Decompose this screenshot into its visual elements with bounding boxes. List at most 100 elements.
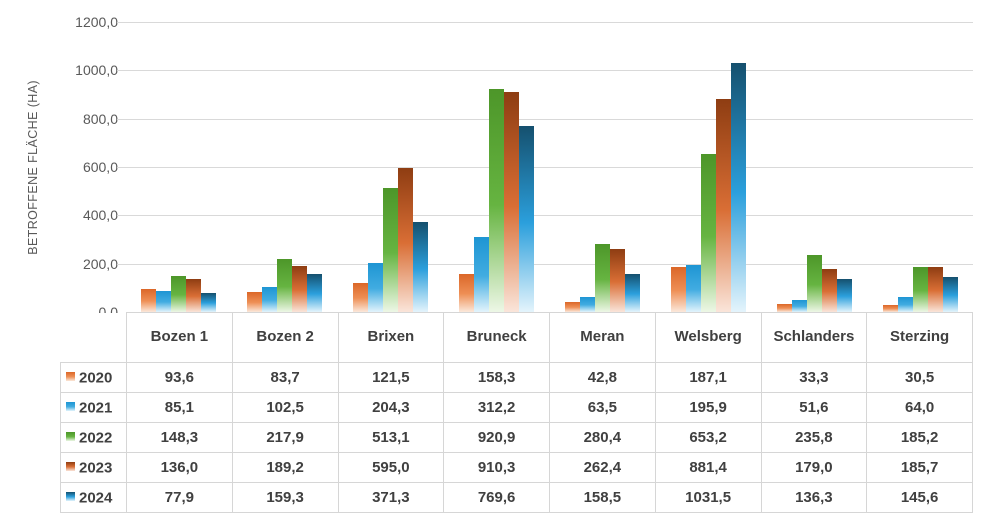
value-cell-2021-bozen-1: 85,1: [126, 392, 233, 423]
bar-2021-brixen[interactable]: [368, 263, 384, 312]
bar-2020-bruneck[interactable]: [459, 274, 475, 312]
table-row-2024: 2024 77,9 159,3 371,3 769,6 158,5 1031,5 136,3 1…: [60, 482, 973, 513]
legend-year-label: 2023: [79, 459, 113, 477]
bar-2023-sterzing[interactable]: [927, 267, 943, 312]
category-header-bozen-2: Bozen 2: [231, 312, 339, 363]
bar-2021-sterzing[interactable]: [897, 297, 913, 312]
bar-2020-sterzing[interactable]: [882, 305, 898, 312]
legend-cell-2020: 2020: [60, 362, 127, 393]
value-cell-2021-brixen: 204,3: [337, 392, 445, 423]
bar-2024-sterzing[interactable]: [942, 277, 958, 312]
bar-2024-brixen[interactable]: [413, 222, 429, 312]
gridline: [117, 263, 973, 265]
bar-2024-bruneck[interactable]: [519, 126, 535, 312]
bar-group-meran: [550, 22, 656, 312]
bar-2022-bozen-2[interactable]: [277, 259, 293, 312]
gridline: [117, 70, 973, 72]
bar-2020-schlanders[interactable]: [776, 304, 792, 312]
legend-year-label: 2024: [79, 489, 113, 507]
value-cell-2024-bozen-2: 159,3: [231, 482, 339, 513]
value-cell-2020-welsberg: 187,1: [654, 362, 762, 393]
bar-2020-brixen[interactable]: [353, 283, 369, 312]
gridline: [117, 215, 973, 217]
category-header-bozen-1: Bozen 1: [126, 312, 233, 363]
value-cell-2023-meran: 262,4: [549, 452, 656, 483]
legend-cell-2024: 2024: [60, 482, 127, 513]
legend-year-label: 2020: [79, 369, 113, 387]
y-axis-tick-label: 400,0: [82, 207, 118, 224]
bar-2023-brixen[interactable]: [398, 168, 414, 312]
bar-groups: [126, 22, 973, 312]
bar-2022-schlanders[interactable]: [806, 255, 822, 312]
legend-swatch-2024-icon: [66, 492, 75, 502]
bar-2021-welsberg[interactable]: [685, 265, 701, 312]
bar-2020-bozen-1[interactable]: [141, 289, 157, 312]
bar-2022-sterzing[interactable]: [912, 267, 928, 312]
bar-2023-bozen-2[interactable]: [292, 266, 308, 312]
value-cell-2022-bozen-1: 148,3: [126, 422, 233, 453]
value-cell-2022-sterzing: 185,2: [866, 422, 973, 453]
category-header-bruneck: Bruneck: [443, 312, 550, 363]
y-axis-tick-label: 600,0: [82, 159, 118, 175]
category-header-sterzing: Sterzing: [866, 312, 973, 363]
category-header-label: Welsberg: [674, 328, 742, 346]
value-cell-2022-bozen-2: 217,9: [231, 422, 339, 453]
value-cell-2024-bozen-1: 77,9: [126, 482, 233, 513]
value-cell-2022-welsberg: 653,2: [654, 422, 762, 453]
bar-2020-meran[interactable]: [564, 302, 580, 312]
bar-2022-brixen[interactable]: [383, 188, 399, 312]
legend-cell-2023: 2023: [60, 452, 127, 483]
value-cell-2021-bruneck: 312,2: [443, 392, 550, 423]
value-cell-2024-bruneck: 769,6: [443, 482, 550, 513]
bar-2022-bruneck[interactable]: [489, 89, 505, 312]
value-cell-2023-sterzing: 185,7: [866, 452, 973, 483]
bar-2020-bozen-2[interactable]: [247, 292, 263, 312]
value-cell-2020-bozen-1: 93,6: [126, 362, 233, 393]
bar-2021-meran[interactable]: [579, 297, 595, 312]
bar-2020-welsberg[interactable]: [670, 267, 686, 312]
bar-2022-bozen-1[interactable]: [171, 276, 187, 312]
bar-2023-bozen-1[interactable]: [186, 279, 202, 312]
plot-area: [117, 22, 973, 312]
table-header-row: Bozen 1 Bozen 2 Brixen Bruneck Meran Welsberg…: [60, 312, 973, 363]
data-table: Bozen 1 Bozen 2 Brixen Bruneck Meran Welsberg…: [60, 312, 973, 513]
bar-2021-schlanders[interactable]: [791, 300, 807, 312]
category-header-schlanders: Schlanders: [760, 312, 868, 363]
table-row-2020: 2020 93,6 83,7 121,5 158,3 42,8 187,1 33,3 30,5: [60, 362, 973, 393]
data-table-body: 2020 93,6 83,7 121,5 158,3 42,8 187,1 33,3 30,5 2…: [60, 362, 973, 513]
value-cell-2023-schlanders: 179,0: [760, 452, 868, 483]
bar-2024-schlanders[interactable]: [836, 279, 852, 312]
table-row-2022: 2022 148,3 217,9 513,1 920,9 280,4 653,2 235,8 1…: [60, 422, 973, 453]
bar-2022-meran[interactable]: [594, 244, 610, 312]
bar-2023-meran[interactable]: [609, 249, 625, 312]
value-cell-2021-bozen-2: 102,5: [231, 392, 339, 423]
bar-2024-meran[interactable]: [624, 274, 640, 312]
data-table-header: Bozen 1 Bozen 2 Brixen Bruneck Meran Welsberg…: [60, 312, 973, 363]
table-row-2023: 2023 136,0 189,2 595,0 910,3 262,4 881,4 179,0 1…: [60, 452, 973, 483]
bar-group-brixen: [338, 22, 444, 312]
value-cell-2020-sterzing: 30,5: [866, 362, 973, 393]
bar-group-bozen-1: [126, 22, 232, 312]
legend-swatch-2020-icon: [66, 372, 75, 382]
legend-swatch-2023-icon: [66, 462, 75, 472]
value-cell-2020-bruneck: 158,3: [443, 362, 550, 393]
bar-2021-bozen-2[interactable]: [262, 287, 278, 312]
category-header-label: Sterzing: [890, 328, 950, 346]
category-header-label: Schlanders: [773, 328, 855, 346]
bar-2023-bruneck[interactable]: [504, 92, 520, 312]
value-cell-2022-bruneck: 920,9: [443, 422, 550, 453]
category-header-label: Brixen: [367, 328, 415, 346]
value-cell-2020-schlanders: 33,3: [760, 362, 868, 393]
bar-2022-welsberg[interactable]: [700, 154, 716, 312]
bar-2024-bozen-1[interactable]: [201, 293, 217, 312]
legend-swatch-2022-icon: [66, 432, 75, 442]
bar-2021-bozen-1[interactable]: [156, 291, 172, 312]
value-cell-2021-welsberg: 195,9: [654, 392, 762, 423]
bar-2023-welsberg[interactable]: [715, 99, 731, 312]
value-cell-2021-meran: 63,5: [549, 392, 656, 423]
bar-2024-bozen-2[interactable]: [307, 274, 323, 312]
bar-2023-schlanders[interactable]: [821, 269, 837, 312]
bar-2021-bruneck[interactable]: [474, 237, 490, 312]
legend-year-label: 2022: [79, 429, 113, 447]
bar-2024-welsberg[interactable]: [730, 63, 746, 312]
